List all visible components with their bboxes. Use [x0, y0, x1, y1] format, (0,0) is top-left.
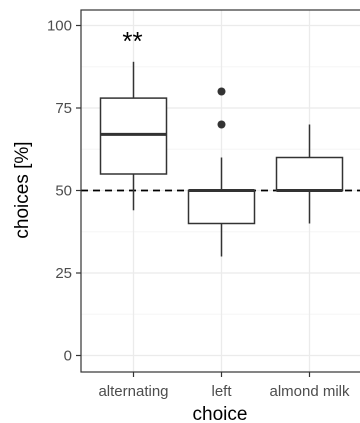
outlier-point	[217, 87, 226, 96]
y-tick-label: 25	[55, 265, 72, 282]
box-body	[187, 189, 256, 225]
box-body	[99, 97, 168, 175]
x-axis: alternating left almond milk	[98, 372, 350, 400]
box-alternating: **	[99, 26, 168, 211]
box-body	[275, 156, 344, 192]
y-tick-label: 75	[55, 100, 72, 117]
box-left	[187, 87, 256, 257]
x-tick-label: almond milk	[269, 383, 350, 400]
y-tick-label: 0	[64, 348, 72, 365]
x-tick-label: left	[211, 383, 232, 400]
y-tick-label: 50	[55, 183, 72, 200]
y-axis-title: choices [%]	[12, 141, 33, 238]
significance-annotation: **	[122, 26, 142, 56]
x-axis-title: choice	[193, 404, 248, 423]
y-tick-label: 100	[47, 18, 72, 35]
y-axis: 0 25 50 75 100	[47, 18, 81, 365]
boxes: **	[99, 26, 344, 257]
box-almond-milk	[275, 124, 344, 224]
x-tick-label: alternating	[98, 383, 168, 400]
outlier-point	[217, 120, 226, 129]
